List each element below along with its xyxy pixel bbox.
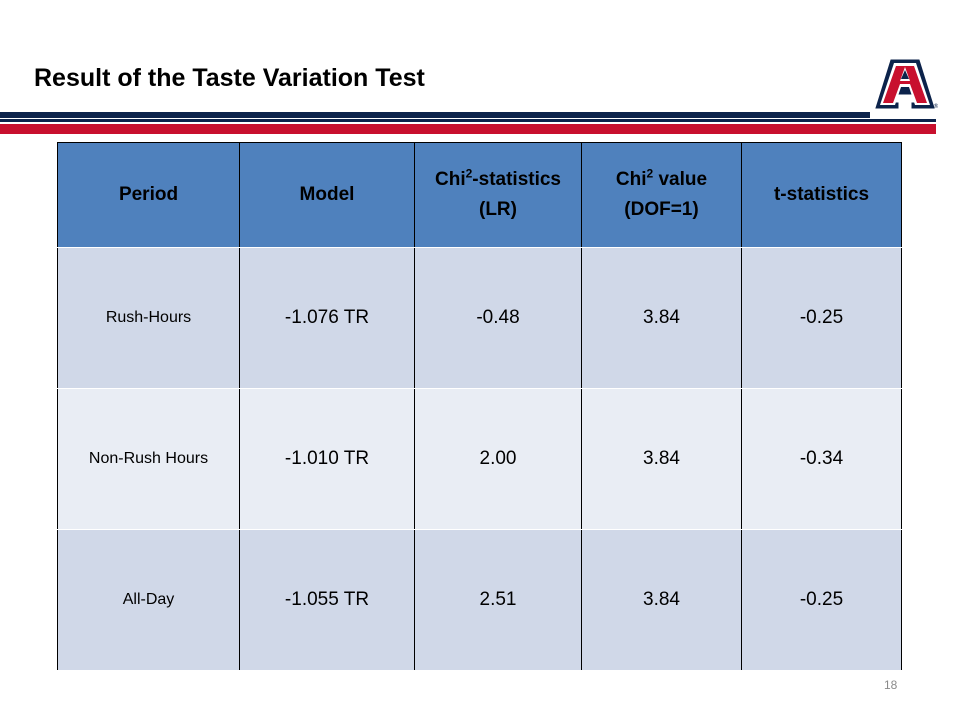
header-chi-val-prefix: Chi bbox=[615, 169, 647, 190]
header-chi-value: Chi2 value (DOF=1) bbox=[581, 142, 742, 248]
cell-period: Rush-Hours bbox=[57, 247, 240, 389]
table-row: Non-Rush Hours -1.010 TR 2.00 3.84 -0.34 bbox=[57, 388, 902, 530]
header-period: Period bbox=[57, 142, 240, 248]
cell-chi-value: 3.84 bbox=[581, 529, 742, 671]
header-chi-stat-prefix: Chi bbox=[435, 169, 466, 190]
slide-number: 18 bbox=[884, 678, 898, 692]
cell-chi-stat: 2.51 bbox=[414, 529, 582, 671]
header-t-statistics: t-statistics bbox=[741, 142, 902, 248]
header-chi-val-suffix: value bbox=[653, 169, 708, 190]
header-chi-stat-sup: 2 bbox=[465, 166, 473, 181]
header-chi-val-line2: (DOF=1) bbox=[624, 199, 699, 220]
cell-chi-stat: -0.48 bbox=[414, 247, 582, 389]
cell-period: All-Day bbox=[57, 529, 240, 671]
cell-t-stat: -0.25 bbox=[741, 529, 902, 671]
header-chi-stat-suffix: -statistics bbox=[472, 169, 561, 190]
header-model: Model bbox=[239, 142, 415, 248]
cell-period: Non-Rush Hours bbox=[57, 388, 240, 530]
results-table: Period Model Chi2-statistics (LR) Chi2 v… bbox=[57, 142, 902, 671]
university-logo-icon: ® bbox=[875, 59, 938, 110]
header-chi-stat-line2: (LR) bbox=[479, 199, 517, 220]
table-row: Rush-Hours -1.076 TR -0.48 3.84 -0.25 bbox=[57, 247, 902, 389]
header-rule-navy-bottom bbox=[0, 119, 936, 122]
table-row: All-Day -1.055 TR 2.51 3.84 -0.25 bbox=[57, 529, 902, 671]
cell-t-stat: -0.34 bbox=[741, 388, 902, 530]
cell-model: -1.010 TR bbox=[239, 388, 415, 530]
cell-model: -1.055 TR bbox=[239, 529, 415, 671]
header-chi-val-sup: 2 bbox=[646, 166, 654, 181]
cell-model: -1.076 TR bbox=[239, 247, 415, 389]
header-rule-red bbox=[0, 124, 936, 134]
cell-chi-value: 3.84 bbox=[581, 388, 742, 530]
header-chi-statistics: Chi2-statistics (LR) bbox=[414, 142, 582, 248]
registered-mark: ® bbox=[933, 103, 938, 110]
cell-chi-stat: 2.00 bbox=[414, 388, 582, 530]
slide-title: Result of the Taste Variation Test bbox=[34, 64, 425, 92]
cell-t-stat: -0.25 bbox=[741, 247, 902, 389]
header-rule-navy-top bbox=[0, 112, 870, 118]
cell-chi-value: 3.84 bbox=[581, 247, 742, 389]
table-header-row: Period Model Chi2-statistics (LR) Chi2 v… bbox=[57, 142, 902, 248]
